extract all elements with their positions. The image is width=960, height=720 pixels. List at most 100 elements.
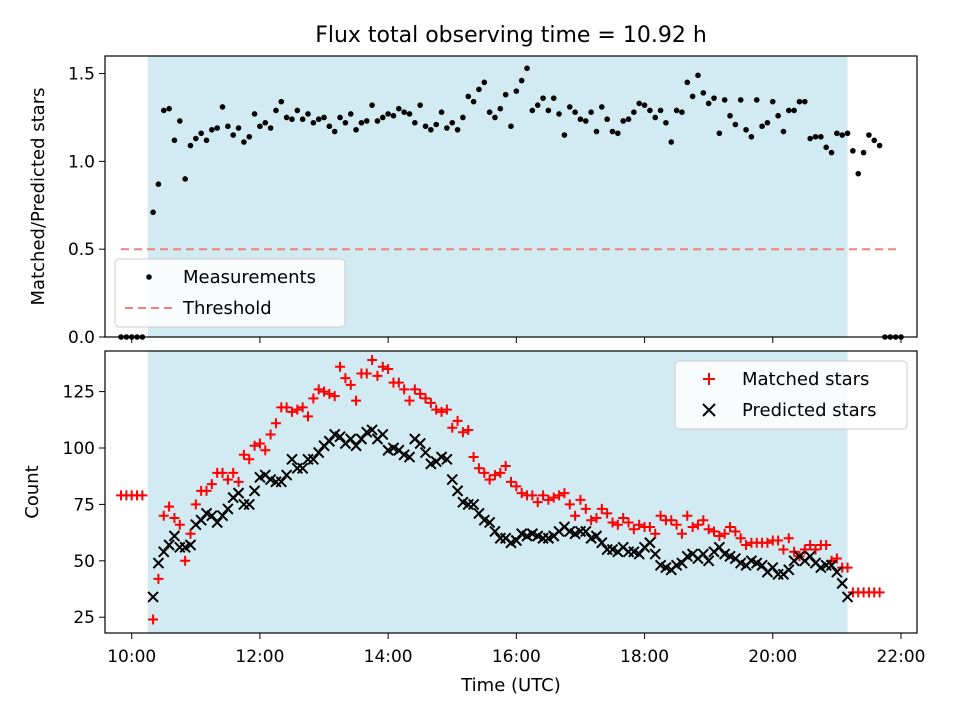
matched-star-point xyxy=(532,497,543,508)
matched-star-point xyxy=(441,404,452,415)
measurement-point xyxy=(620,118,626,124)
predicted-star-point xyxy=(243,498,255,511)
matched-star-point xyxy=(260,445,271,456)
matched-star-point xyxy=(564,499,575,510)
matched-star-point xyxy=(420,393,431,404)
measurement-point xyxy=(556,111,562,117)
measurement-point xyxy=(844,130,851,137)
predicted-star-point xyxy=(676,557,688,569)
legend-label: Threshold xyxy=(182,298,272,319)
measurement-point xyxy=(764,119,771,126)
matched-star-point xyxy=(831,553,842,564)
measurement-point xyxy=(839,132,846,138)
measurement-point xyxy=(412,119,418,126)
predicted-star-point xyxy=(441,453,453,465)
matched-star-point xyxy=(527,490,538,501)
measurement-point xyxy=(326,123,333,130)
y-tick-label: 1.0 xyxy=(68,152,95,172)
measurement-point xyxy=(305,111,311,117)
predicted-star-point xyxy=(489,525,501,538)
measurement-point xyxy=(438,109,445,115)
matched-star-point xyxy=(158,510,169,521)
matched-star-point xyxy=(137,490,148,501)
predicted-star-point xyxy=(649,548,661,560)
predicted-star-point xyxy=(590,530,603,542)
predicted-star-point xyxy=(451,485,464,497)
matched-star-point xyxy=(468,452,479,463)
measurement-point xyxy=(401,109,407,115)
matched-star-point xyxy=(714,530,725,541)
matched-star-point xyxy=(308,393,319,404)
measurement-point xyxy=(428,126,434,133)
predicted-star-point xyxy=(312,446,325,459)
matched-star-point xyxy=(703,524,714,535)
measurement-point xyxy=(695,72,701,79)
matched-star-point xyxy=(671,519,682,530)
matched-star-point xyxy=(404,395,415,406)
measurement-point xyxy=(182,176,188,182)
measurement-point xyxy=(347,111,354,117)
measurement-point xyxy=(823,144,829,151)
matched-star-point xyxy=(431,404,442,415)
predicted-star-point xyxy=(596,537,608,549)
matched-star-point xyxy=(773,535,784,546)
measurement-point xyxy=(582,118,589,124)
x-axis-label: Time (UTC) xyxy=(460,675,561,696)
y-tick-label: 1.5 xyxy=(68,65,95,85)
predicted-star-point xyxy=(510,534,523,547)
measurement-point xyxy=(727,112,733,119)
y-axis-label: Matched/Predicted stars xyxy=(28,88,49,306)
predicted-star-point xyxy=(377,428,389,441)
predicted-star-point xyxy=(446,473,458,486)
matched-star-point xyxy=(741,540,752,551)
measurement-point xyxy=(283,114,290,121)
matched-star-point xyxy=(495,467,506,478)
series-matched-stars xyxy=(116,355,885,625)
measurement-point xyxy=(700,90,707,96)
measurement-point xyxy=(759,123,765,130)
predicted-star-point xyxy=(296,462,309,475)
axes-frame xyxy=(104,55,918,338)
matched-star-point xyxy=(164,501,175,512)
matched-star-point xyxy=(415,388,426,399)
measurement-point xyxy=(417,102,423,108)
measurement-point xyxy=(358,119,365,126)
matched-star-point xyxy=(543,494,554,505)
predicted-star-point xyxy=(248,485,261,497)
measurement-point xyxy=(422,123,429,130)
matched-star-point xyxy=(634,519,645,530)
measurement-point xyxy=(486,109,493,115)
matched-star-point xyxy=(762,537,773,548)
matched-star-point xyxy=(489,470,500,481)
measurement-point xyxy=(850,148,856,154)
matched-star-point xyxy=(730,526,741,537)
measurement-point xyxy=(294,107,301,114)
measurement-point xyxy=(748,133,755,140)
matched-star-point xyxy=(650,528,661,539)
matched-star-point xyxy=(270,418,281,429)
x-tick-label: 16:00 xyxy=(492,647,541,667)
matched-star-point xyxy=(575,494,586,505)
matched-star-point xyxy=(361,368,372,379)
legend-label: Matched stars xyxy=(742,369,869,390)
predicted-star-point xyxy=(323,435,336,447)
measurement-point xyxy=(315,116,322,123)
matched-star-point xyxy=(479,467,490,478)
measurement-point xyxy=(855,170,862,177)
matched-star-point xyxy=(687,521,698,532)
measurement-point xyxy=(716,130,723,137)
predicted-star-point xyxy=(697,548,710,560)
matched-star-point xyxy=(676,528,687,539)
measurement-point xyxy=(769,98,776,105)
measurement-point xyxy=(193,135,199,142)
matched-star-point xyxy=(698,515,709,526)
matched-star-point xyxy=(254,438,265,449)
y-tick-label: 125 xyxy=(63,383,95,403)
matched-star-point xyxy=(190,499,201,510)
matched-star-point xyxy=(644,521,655,532)
legend: Measurements Threshold xyxy=(114,258,346,328)
matched-star-point xyxy=(799,544,810,555)
measurement-point xyxy=(775,112,781,119)
predicted-star-point xyxy=(483,516,496,529)
predicted-star-point xyxy=(825,559,838,572)
